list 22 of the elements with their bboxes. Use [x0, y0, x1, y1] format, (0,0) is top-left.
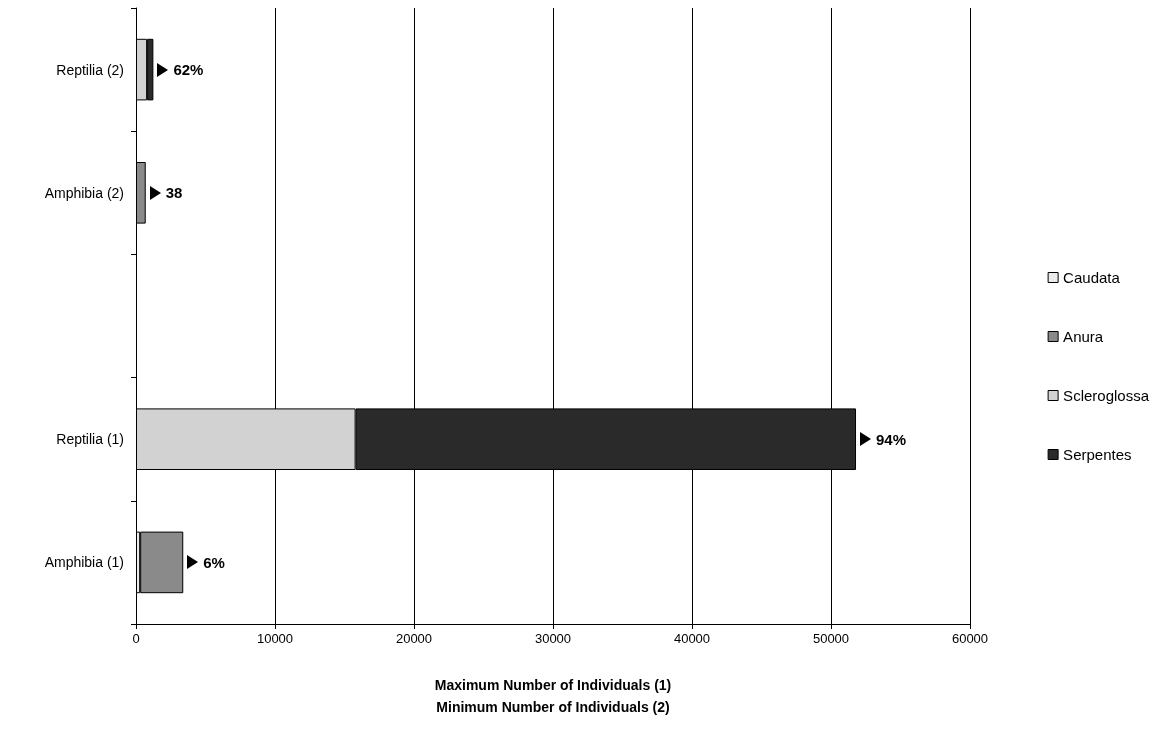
bar [136, 162, 146, 224]
legend-label: Scleroglossa [1063, 387, 1150, 404]
annotation: 62% [173, 61, 204, 79]
annotation: 6% [203, 553, 225, 571]
x-tick-label: 50000 [812, 631, 850, 646]
y-tick-label: Reptilia (1) [56, 431, 124, 448]
x-tick-label: 60000 [951, 631, 989, 646]
legend-label: Caudata [1063, 269, 1121, 286]
x-tick-label: 30000 [534, 631, 572, 646]
x-tick-label: 20000 [395, 631, 433, 646]
legend-label: Serpentes [1063, 446, 1132, 463]
x-axis-title: Maximum Number of Individuals (1) Minimum Number of Individuals (2) [434, 677, 672, 715]
y-tick-label: Amphibia (2) [44, 184, 124, 201]
y-tick-label: Amphibia (1) [44, 554, 124, 571]
x-tick-label: 40000 [673, 631, 711, 646]
annotation: 94% [876, 430, 907, 448]
annotation: 38 [165, 184, 183, 202]
x-tick-label: 10000 [256, 631, 294, 646]
legend-label: Anura [1063, 328, 1104, 345]
x-tick-label: 0 [132, 631, 140, 646]
y-tick-label: Reptilia (2) [56, 61, 124, 78]
bar [140, 531, 184, 594]
